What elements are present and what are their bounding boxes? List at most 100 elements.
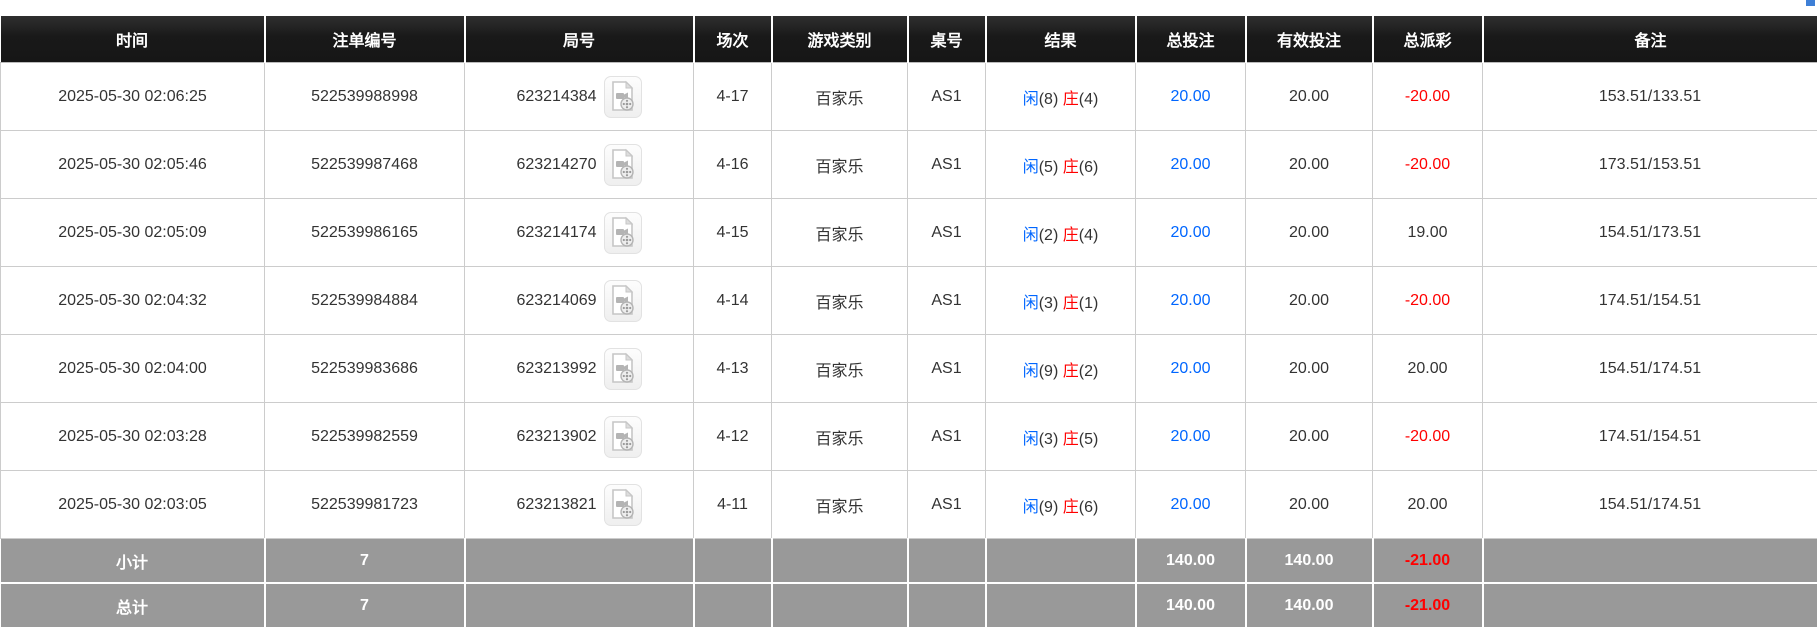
player-result-value: (3) — [1039, 431, 1063, 448]
banker-result-label: 庄 — [1063, 363, 1079, 380]
cell-remark: 173.51/153.51 — [1483, 131, 1817, 199]
video-replay-button[interactable] — [604, 484, 642, 526]
player-result-value: (9) — [1039, 363, 1063, 380]
video-replay-icon — [605, 420, 641, 454]
column-header-result: 结果 — [986, 16, 1136, 63]
cell-session: 4-17 — [694, 63, 772, 131]
cell-remark: 154.51/174.51 — [1483, 471, 1817, 539]
cell-valid_bet: 20.00 — [1246, 471, 1373, 539]
cell-valid_bet: 140.00 — [1246, 539, 1373, 584]
cell-bet_id: 522539984884 — [265, 267, 465, 335]
header-row: 时间注单编号局号场次游戏类别桌号结果总投注有效投注总派彩备注 — [1, 16, 1817, 63]
cell-game_type: 百家乐 — [772, 63, 908, 131]
cell-bet_id: 522539987468 — [265, 131, 465, 199]
cell-payout: -20.00 — [1373, 63, 1483, 131]
column-header-table_no: 桌号 — [908, 16, 986, 63]
cell-session: 4-12 — [694, 403, 772, 471]
player-result-value: (2) — [1039, 227, 1063, 244]
video-replay-icon — [605, 284, 641, 318]
cell-table_no: AS1 — [908, 63, 986, 131]
player-result-value: (5) — [1039, 159, 1063, 176]
cell-total_bet: 140.00 — [1136, 583, 1246, 628]
video-replay-button[interactable] — [604, 144, 642, 186]
cell-total_bet: 140.00 — [1136, 539, 1246, 584]
summary-payout-value: -21.00 — [1405, 552, 1450, 569]
cell-table_no: AS1 — [908, 267, 986, 335]
video-replay-button[interactable] — [604, 76, 642, 118]
cell-result: 闲(3) 庄(1) — [986, 267, 1136, 335]
video-replay-icon — [605, 488, 641, 522]
cell-round_id: 623214270 — [465, 131, 694, 199]
cell-valid_bet: 20.00 — [1246, 131, 1373, 199]
cell-result — [986, 539, 1136, 584]
payout-value: -20.00 — [1405, 292, 1450, 309]
video-replay-button[interactable] — [604, 348, 642, 390]
cell-bet_id: 522539983686 — [265, 335, 465, 403]
payout-value: 19.00 — [1407, 224, 1447, 241]
round-number: 623214270 — [516, 156, 596, 174]
banker-result-value: (6) — [1079, 159, 1099, 176]
cell-result: 闲(2) 庄(4) — [986, 199, 1136, 267]
cell-round_id: 623214069 — [465, 267, 694, 335]
video-replay-icon — [605, 216, 641, 250]
cell-total_bet: 20.00 — [1136, 63, 1246, 131]
cell-time: 2025-05-30 02:03:05 — [1, 471, 265, 539]
column-header-time: 时间 — [1, 16, 265, 63]
cell-bet_id: 522539988998 — [265, 63, 465, 131]
cell-result: 闲(8) 庄(4) — [986, 63, 1136, 131]
banker-result-label: 庄 — [1063, 227, 1079, 244]
cell-result — [986, 583, 1136, 628]
banker-result-value: (5) — [1079, 431, 1099, 448]
cell-game_type: 百家乐 — [772, 471, 908, 539]
payout-value: -20.00 — [1405, 428, 1450, 445]
video-replay-button[interactable] — [604, 280, 642, 322]
cell-game_type: 百家乐 — [772, 335, 908, 403]
player-result-label: 闲 — [1023, 91, 1039, 108]
total-bet-value: 20.00 — [1170, 156, 1210, 173]
cell-result: 闲(3) 庄(5) — [986, 403, 1136, 471]
cell-bet_id: 522539982559 — [265, 403, 465, 471]
total-bet-value: 20.00 — [1170, 88, 1210, 105]
cell-round_id: 623214174 — [465, 199, 694, 267]
column-header-round_id: 局号 — [465, 16, 694, 63]
player-result-value: (3) — [1039, 295, 1063, 312]
cell-time: 小计 — [1, 539, 265, 584]
round-number: 623214174 — [516, 224, 596, 242]
summary-payout-value: -21.00 — [1405, 597, 1450, 614]
cell-time: 2025-05-30 02:06:25 — [1, 63, 265, 131]
player-result-value: (9) — [1039, 499, 1063, 516]
cell-round_id — [465, 583, 694, 628]
banker-result-value: (4) — [1079, 227, 1099, 244]
cell-round_id: 623213821 — [465, 471, 694, 539]
cell-round_id: 623213902 — [465, 403, 694, 471]
cell-payout: -21.00 — [1373, 583, 1483, 628]
payout-value: 20.00 — [1407, 496, 1447, 513]
cell-time: 总计 — [1, 583, 265, 628]
video-replay-button[interactable] — [604, 416, 642, 458]
player-result-label: 闲 — [1023, 159, 1039, 176]
cell-remark: 153.51/133.51 — [1483, 63, 1817, 131]
cell-total_bet: 20.00 — [1136, 335, 1246, 403]
column-header-remark: 备注 — [1483, 16, 1817, 63]
cell-payout: -21.00 — [1373, 539, 1483, 584]
cell-total_bet: 20.00 — [1136, 403, 1246, 471]
cell-session: 4-16 — [694, 131, 772, 199]
total-bet-value: 20.00 — [1170, 360, 1210, 377]
cell-remark — [1483, 539, 1817, 584]
column-header-bet_id: 注单编号 — [265, 16, 465, 63]
cell-bet_id: 7 — [265, 583, 465, 628]
cell-total_bet: 20.00 — [1136, 131, 1246, 199]
cell-remark: 174.51/154.51 — [1483, 403, 1817, 471]
cell-game_type: 百家乐 — [772, 403, 908, 471]
video-replay-button[interactable] — [604, 212, 642, 254]
cell-session: 4-14 — [694, 267, 772, 335]
cell-round_id — [465, 539, 694, 584]
cell-total_bet: 20.00 — [1136, 199, 1246, 267]
cell-time: 2025-05-30 02:03:28 — [1, 403, 265, 471]
cell-table_no: AS1 — [908, 335, 986, 403]
